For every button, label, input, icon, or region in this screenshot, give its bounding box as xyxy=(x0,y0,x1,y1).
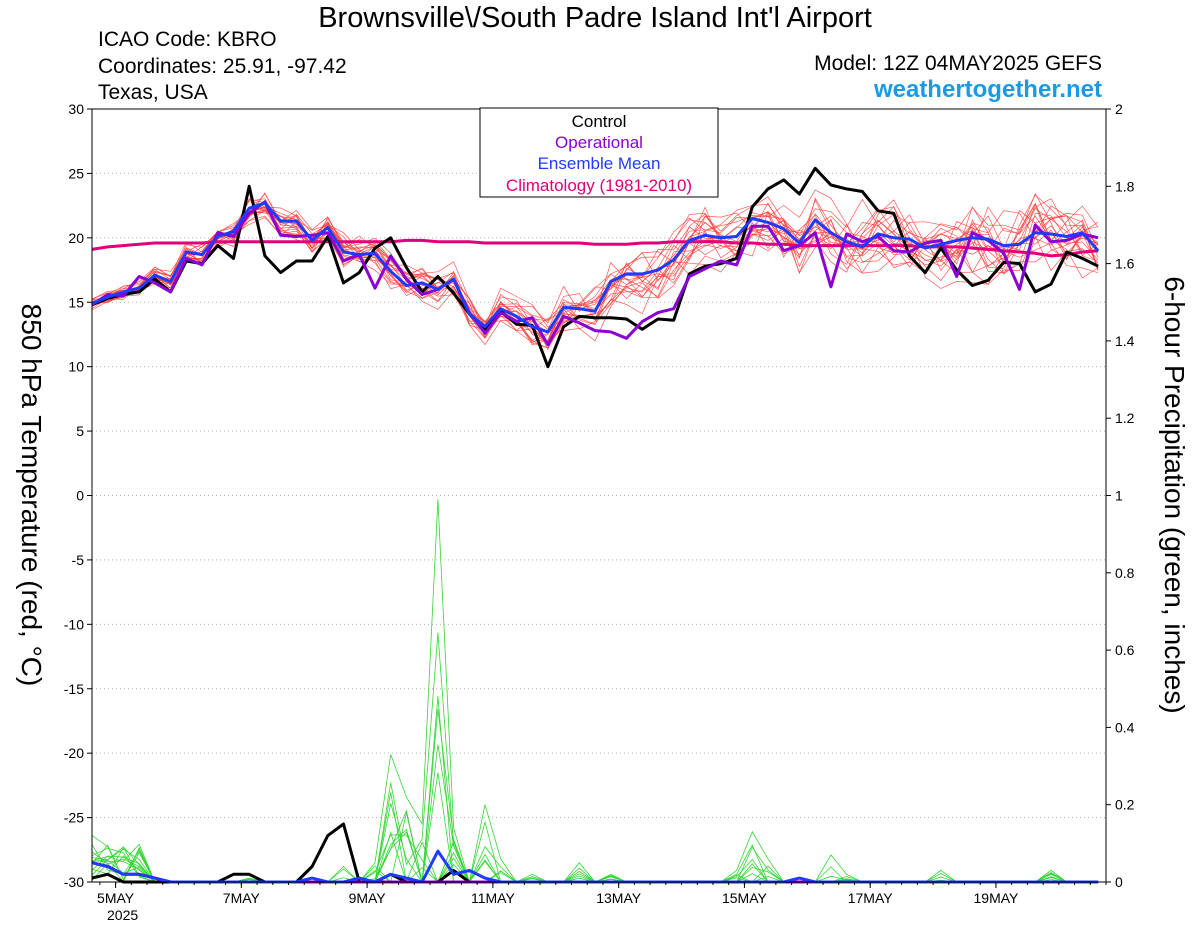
ensemble-member-lines xyxy=(91,189,1099,884)
y2-tick-label: 1 xyxy=(1115,488,1123,504)
precip-member-line xyxy=(91,499,1099,883)
precip-member-line xyxy=(91,696,1099,883)
precip-member-line xyxy=(91,632,1099,883)
y2-axis-label: 6-hour Precipitation (green, inches) xyxy=(1159,276,1190,713)
temperature-member-line xyxy=(91,192,1099,344)
y2-axis-ticks: 0 0.2 0.4 0.6 0.8 1 1.2 1.4 1.6 1.8 2 xyxy=(1106,101,1135,890)
precip-member-line xyxy=(91,803,1099,883)
y-tick-label: -20 xyxy=(64,745,84,761)
y-tick-label: 5 xyxy=(76,423,84,439)
y2-tick-label: 1.6 xyxy=(1115,256,1135,272)
x-tick-label: 7MAY xyxy=(223,890,261,906)
icao-code-label: ICAO Code: KBRO xyxy=(98,28,277,51)
y2-tick-label: 0 xyxy=(1115,874,1123,890)
temperature-member-line xyxy=(91,192,1099,330)
y-axis-ticks: -30 -25 -20 -15 -10 -5 0 5 10 15 20 25 30 xyxy=(64,101,92,890)
precip-member-line xyxy=(91,708,1099,884)
temperature-member-line xyxy=(91,211,1099,346)
x-tick-year: 2025 xyxy=(107,907,138,923)
y-tick-label: 10 xyxy=(68,359,84,375)
x-tick-label: 11MAY xyxy=(471,890,515,906)
y-tick-label: 15 xyxy=(68,294,84,310)
y2-tick-label: 2 xyxy=(1115,101,1123,117)
ensemble-mean-temperature-line xyxy=(91,201,1100,334)
y-tick-label: 0 xyxy=(76,488,84,504)
y-axis-label: 850 hPa Temperature (red, °C) xyxy=(16,304,47,687)
y-tick-label: -15 xyxy=(64,681,84,697)
precip-member-line xyxy=(91,812,1099,883)
legend-climatology: Climatology (1981-2010) xyxy=(506,176,692,195)
precip-member-line xyxy=(91,851,1099,883)
x-tick-label: 9MAY xyxy=(349,890,387,906)
y-tick-label: -25 xyxy=(64,810,84,826)
y-tick-label: 20 xyxy=(68,230,84,246)
x-tick-label: 15MAY xyxy=(722,890,768,906)
y2-tick-label: 0.6 xyxy=(1115,642,1135,658)
y-tick-label: -5 xyxy=(72,552,85,568)
y2-tick-label: 0.2 xyxy=(1115,797,1135,813)
region-label: Texas, USA xyxy=(98,81,208,104)
grid-lines xyxy=(92,172,1106,819)
legend-box xyxy=(479,107,719,198)
precip-member-line xyxy=(91,772,1099,883)
legend-operational: Operational xyxy=(555,133,643,152)
precip-member-line xyxy=(91,809,1099,883)
x-tick-label: 19MAY xyxy=(974,890,1020,906)
y2-tick-label: 0.4 xyxy=(1115,719,1135,735)
y2-tick-label: 1.8 xyxy=(1115,178,1135,194)
series-lines xyxy=(91,166,1100,884)
legend-control: Control xyxy=(572,112,627,131)
x-tick-label: 5MAY xyxy=(97,890,135,906)
x-tick-label: 17MAY xyxy=(848,890,894,906)
precip-member-line xyxy=(91,841,1099,883)
precip-member-line xyxy=(91,744,1099,883)
x-tick-label: 13MAY xyxy=(596,890,642,906)
coordinates-label: Coordinates: 25.91, -97.42 xyxy=(98,55,347,78)
control-precip-line xyxy=(91,822,1099,884)
model-label: Model: 12Z 04MAY2025 GEFS xyxy=(814,52,1102,75)
y-tick-label: 25 xyxy=(68,165,84,181)
control-temperature-line xyxy=(91,166,1099,369)
y2-tick-label: 1.4 xyxy=(1115,333,1135,349)
temperature-member-line xyxy=(91,198,1099,332)
ensemble-mean-precip-line xyxy=(91,849,1099,884)
y-tick-label: -30 xyxy=(64,874,84,890)
y2-tick-label: 1.2 xyxy=(1115,410,1135,426)
x-axis-ticks: 5MAY 7MAY 9MAY 11MAY 13MAY 15MAY 17MAY 19MAY xyxy=(97,882,1107,906)
chart-title: Brownsville\/South Padre Island Int'l Ai… xyxy=(318,2,872,34)
legend: Control Operational Ensemble Mean Climat… xyxy=(479,107,719,198)
legend-ensemble-mean: Ensemble Mean xyxy=(538,154,661,173)
y-tick-label: -10 xyxy=(64,616,84,632)
website-label: weathertogether.net xyxy=(873,76,1102,103)
y2-tick-label: 0.8 xyxy=(1115,565,1135,581)
y-tick-label: 30 xyxy=(68,101,84,117)
